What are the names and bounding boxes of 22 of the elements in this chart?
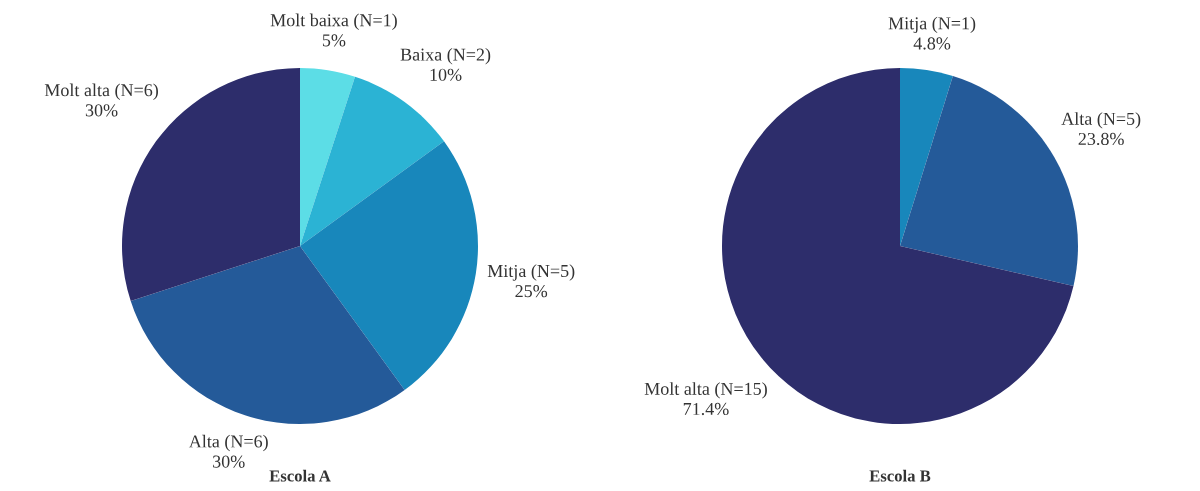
slice-label: Baixa (N=2) bbox=[400, 48, 491, 65]
data-label: 71.4% bbox=[683, 402, 729, 416]
slice-label: Alta (N=6) bbox=[188, 434, 268, 452]
pie-slice bbox=[300, 68, 356, 246]
slice-label: Alta (N=5) bbox=[1061, 112, 1141, 129]
pie-slice bbox=[300, 141, 478, 391]
slice-label: Molt baixa (N=1) bbox=[270, 13, 397, 30]
pie-slice bbox=[130, 246, 405, 424]
pie-slice bbox=[900, 68, 953, 246]
data-label: 23.8% bbox=[1078, 132, 1124, 146]
data-label: 5% bbox=[322, 34, 346, 47]
data-label: 30% bbox=[85, 104, 118, 117]
data-label: 30% bbox=[213, 455, 245, 468]
data-label: 25% bbox=[515, 285, 548, 298]
data-label: 4.8% bbox=[913, 37, 951, 50]
slice-label: Mitja (N=1) bbox=[888, 16, 976, 34]
slice-label: Molt alta (N=15) bbox=[644, 382, 767, 399]
data-label: 10% bbox=[430, 68, 462, 81]
text: Escola A bbox=[269, 469, 331, 482]
slice-label: Mitja (N=5) bbox=[487, 264, 575, 281]
text: Escola B bbox=[869, 469, 931, 482]
slice-label: Molt alta (N=6) bbox=[44, 83, 158, 100]
